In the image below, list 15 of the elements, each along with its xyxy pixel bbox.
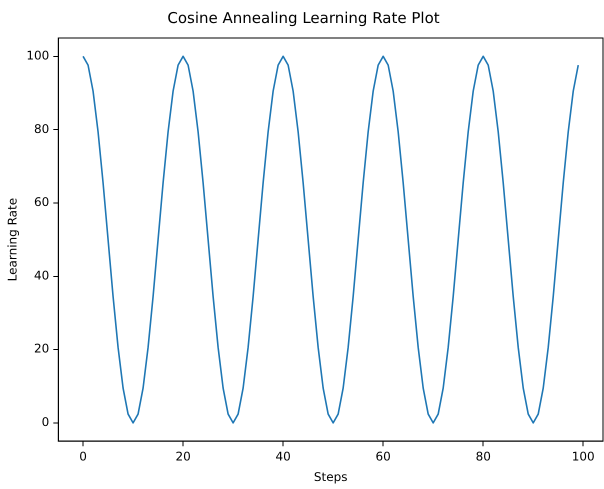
x-tick-label: 100	[572, 450, 595, 464]
y-tick-label: 80	[34, 122, 50, 136]
y-tick-label: 100	[26, 48, 50, 62]
y-tick-label: 20	[34, 342, 50, 356]
x-tick-label: 40	[275, 450, 291, 464]
x-tick-label: 60	[376, 450, 391, 464]
chart-title: Cosine Annealing Learning Rate Plot	[167, 8, 440, 27]
y-tick-label: 0	[42, 415, 50, 429]
y-tick-label: 60	[34, 195, 50, 210]
x-tick-label: 20	[175, 450, 191, 464]
x-axis-title: Steps	[314, 470, 348, 484]
x-tick-label: 0	[79, 450, 87, 464]
x-tick-label: 80	[476, 450, 491, 464]
y-tick-label: 40	[34, 268, 50, 282]
y-axis-title: Learning Rate	[5, 198, 20, 282]
